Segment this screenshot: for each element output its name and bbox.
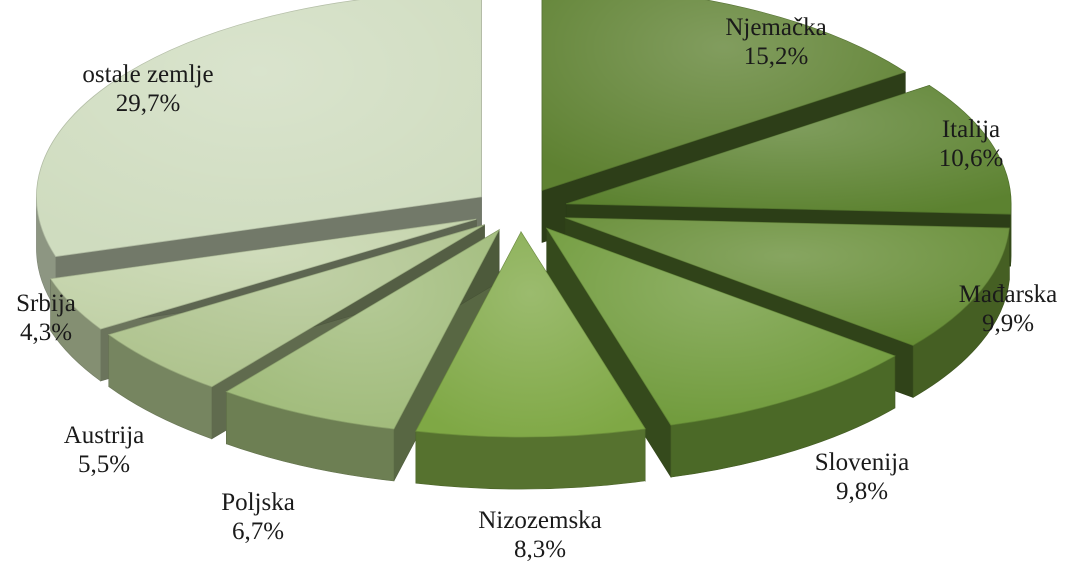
slice-label-7: Srbija 4,3% xyxy=(16,290,76,346)
slice-label-0: Njemačka 15,2% xyxy=(725,14,826,70)
slice-percent: 6,7% xyxy=(232,518,284,545)
slice-name: Srbija xyxy=(16,290,76,317)
slice-percent: 4,3% xyxy=(20,319,72,346)
slice-percent: 5,5% xyxy=(78,451,130,478)
slice-highlight xyxy=(108,224,485,387)
slice-name: Italija xyxy=(942,116,1000,143)
slice-name: Njemačka xyxy=(725,14,826,41)
slice-side-8 xyxy=(36,0,482,310)
slice-highlight xyxy=(542,0,906,191)
slice-name: ostale zemlje xyxy=(82,61,213,88)
slice-percent: 9,9% xyxy=(982,310,1034,337)
slice-side-3 xyxy=(545,227,896,479)
slice-sides xyxy=(36,0,1012,490)
slice-side-5 xyxy=(225,228,501,482)
slice-highlight xyxy=(566,85,1012,215)
slice-percent: 29,7% xyxy=(116,90,181,117)
slice-side-4 xyxy=(415,230,646,490)
slice-percent: 8,3% xyxy=(514,536,566,563)
slice-label-6: Austrija 5,5% xyxy=(64,422,145,478)
slice-outer-face xyxy=(415,428,646,490)
slice-labels: Njemačka 15,2% Italija 10,6% Mađarska 9,9% Slo… xyxy=(16,14,1057,563)
slice-label-4: Nizozemska 8,3% xyxy=(478,507,602,563)
slice-highlight xyxy=(226,229,500,430)
slice-name: Mađarska xyxy=(959,281,1058,308)
slice-label-1: Italija 10,6% xyxy=(939,116,1004,172)
slice-highlight xyxy=(50,219,477,330)
slice-name: Slovenija xyxy=(815,449,909,476)
slice-percent: 9,8% xyxy=(836,478,888,505)
slice-label-5: Poljska 6,7% xyxy=(221,489,295,545)
slice-name: Poljska xyxy=(221,489,295,516)
slice-highlight xyxy=(415,231,646,437)
slice-label-8: ostale zemlje 29,7% xyxy=(82,61,213,117)
slice-name: Austrija xyxy=(64,422,145,449)
slice-percent: 15,2% xyxy=(744,43,809,70)
slice-highlight xyxy=(546,228,895,426)
slice-label-3: Slovenija 9,8% xyxy=(815,449,909,505)
slice-label-2: Mađarska 9,9% xyxy=(959,281,1058,337)
slice-name: Nizozemska xyxy=(478,507,602,534)
slice-percent: 10,6% xyxy=(939,145,1004,172)
slice-highlight xyxy=(36,0,482,257)
slice-highlight xyxy=(564,217,1010,346)
